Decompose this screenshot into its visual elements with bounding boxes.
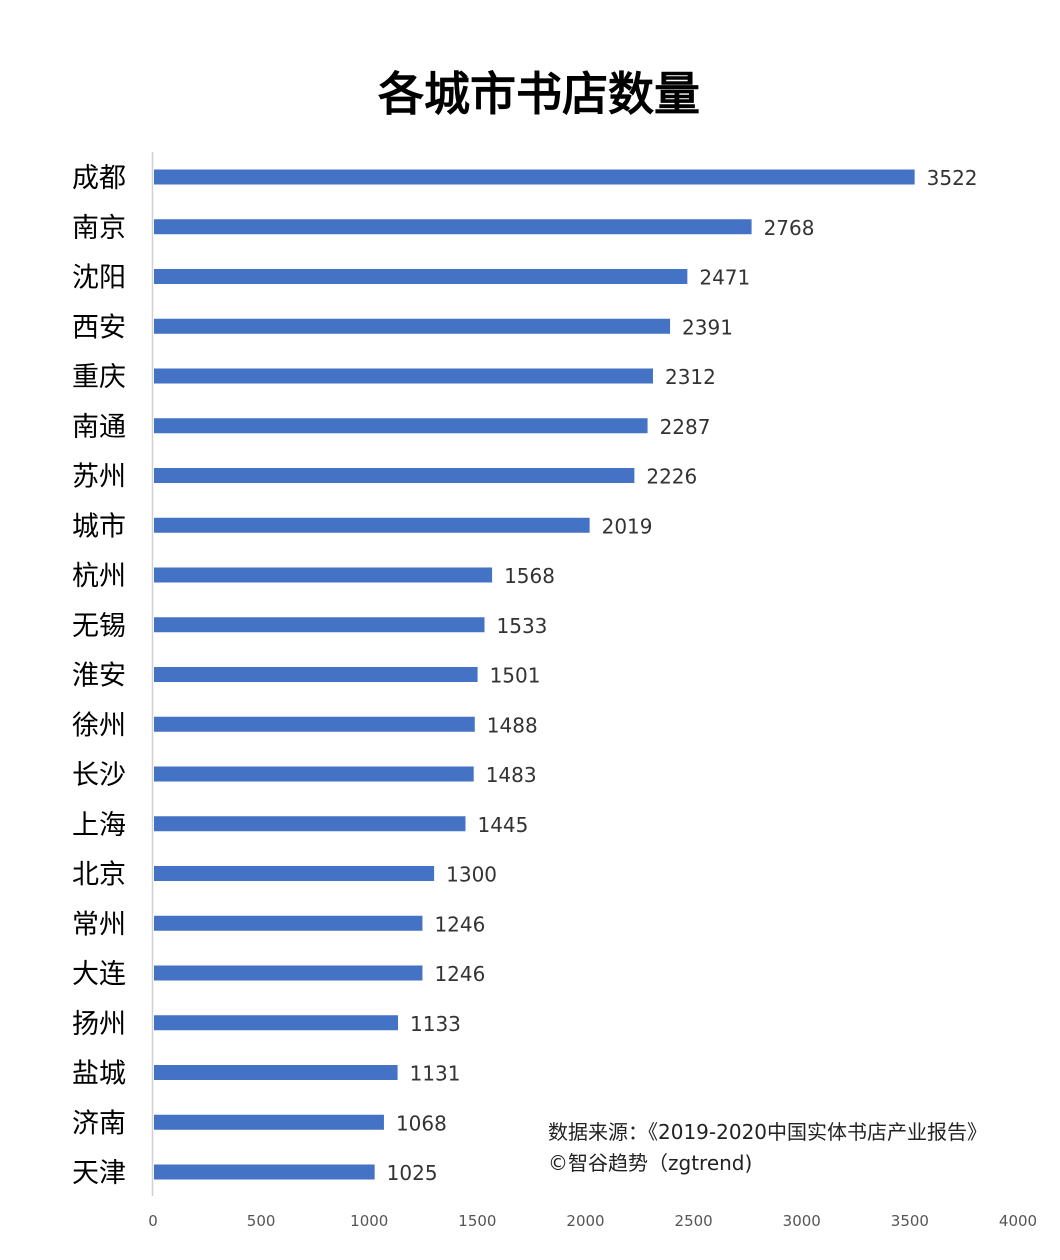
data-label: 1246: [434, 962, 485, 986]
data-label: 1501: [490, 664, 541, 688]
bar: [154, 318, 671, 334]
x-tick-label: 1000: [350, 1212, 388, 1230]
data-label: 1068: [396, 1111, 447, 1135]
data-label: 1483: [486, 763, 537, 787]
bar: [154, 667, 478, 682]
x-tick-label: 0: [148, 1212, 158, 1230]
category-label: 西安: [72, 312, 126, 343]
bar: [154, 368, 653, 384]
x-tick-label: 500: [247, 1212, 276, 1230]
category-label: 沈阳: [72, 263, 126, 294]
category-label: 苏州: [72, 462, 126, 493]
chart-title: 各城市书店数量: [378, 67, 700, 121]
category-label: 成都: [72, 163, 126, 194]
data-label: 1488: [487, 713, 538, 737]
data-label: 2391: [682, 315, 733, 339]
data-label: 2471: [699, 266, 750, 290]
data-label: 1533: [497, 614, 548, 638]
bar: [154, 1015, 399, 1031]
x-tick-label: 2500: [675, 1212, 713, 1230]
bar: [154, 468, 635, 483]
bar: [154, 1114, 384, 1130]
bar: [154, 816, 466, 832]
category-label: 淮安: [72, 661, 126, 692]
category-label: 天津: [72, 1158, 126, 1189]
category-label: 北京: [72, 860, 126, 891]
data-label: 2226: [646, 465, 697, 489]
bar: [154, 517, 590, 533]
bar: [154, 1164, 375, 1180]
bar: [154, 219, 752, 235]
bar: [154, 418, 648, 434]
bar: [154, 567, 493, 583]
category-label: 重庆: [72, 362, 126, 393]
data-label: 1300: [446, 863, 497, 887]
category-label: 南通: [72, 412, 126, 443]
data-label: 1133: [410, 1012, 461, 1036]
category-label: 上海: [72, 810, 126, 841]
x-tick-label: 2000: [566, 1212, 604, 1230]
category-label: 济南: [72, 1108, 126, 1139]
x-tick-label: 1500: [458, 1212, 496, 1230]
data-label: 2312: [665, 365, 716, 389]
category-label: 长沙: [72, 760, 126, 791]
category-label: 大连: [72, 959, 126, 990]
bar: [154, 965, 423, 981]
bar: [154, 716, 475, 732]
data-label: 1445: [477, 813, 528, 837]
data-label: 1568: [504, 564, 555, 588]
category-label: 徐州: [72, 710, 126, 741]
category-label: 无锡: [72, 611, 126, 642]
data-label: 2287: [660, 415, 711, 439]
category-label: 盐城: [72, 1059, 126, 1090]
data-label: 1131: [410, 1062, 461, 1086]
data-label: 1025: [387, 1161, 438, 1185]
copyright-note: ©智谷趋势（zgtrend): [548, 1151, 753, 1175]
category-label: 杭州: [72, 561, 126, 592]
bar: [154, 866, 435, 881]
bar: [154, 766, 474, 782]
category-label: 南京: [72, 213, 126, 244]
source-note: 数据来源：《2019-2020中国实体书店产业报告》: [548, 1120, 988, 1144]
bar: [154, 915, 423, 931]
bar: [154, 1065, 398, 1080]
x-tick-label: 3500: [891, 1212, 929, 1230]
data-label: 1246: [434, 912, 485, 936]
category-label: 扬州: [72, 1009, 126, 1040]
x-tick-label: 4000: [999, 1212, 1037, 1230]
bar: [154, 169, 915, 185]
data-label: 2768: [764, 216, 815, 240]
category-label: 常州: [72, 909, 126, 940]
bar: [154, 617, 485, 633]
category-label: 城市: [72, 511, 126, 542]
data-label: 2019: [602, 514, 653, 538]
bar: [154, 269, 688, 284]
x-tick-label: 3000: [783, 1212, 821, 1230]
data-label: 3522: [927, 166, 978, 190]
